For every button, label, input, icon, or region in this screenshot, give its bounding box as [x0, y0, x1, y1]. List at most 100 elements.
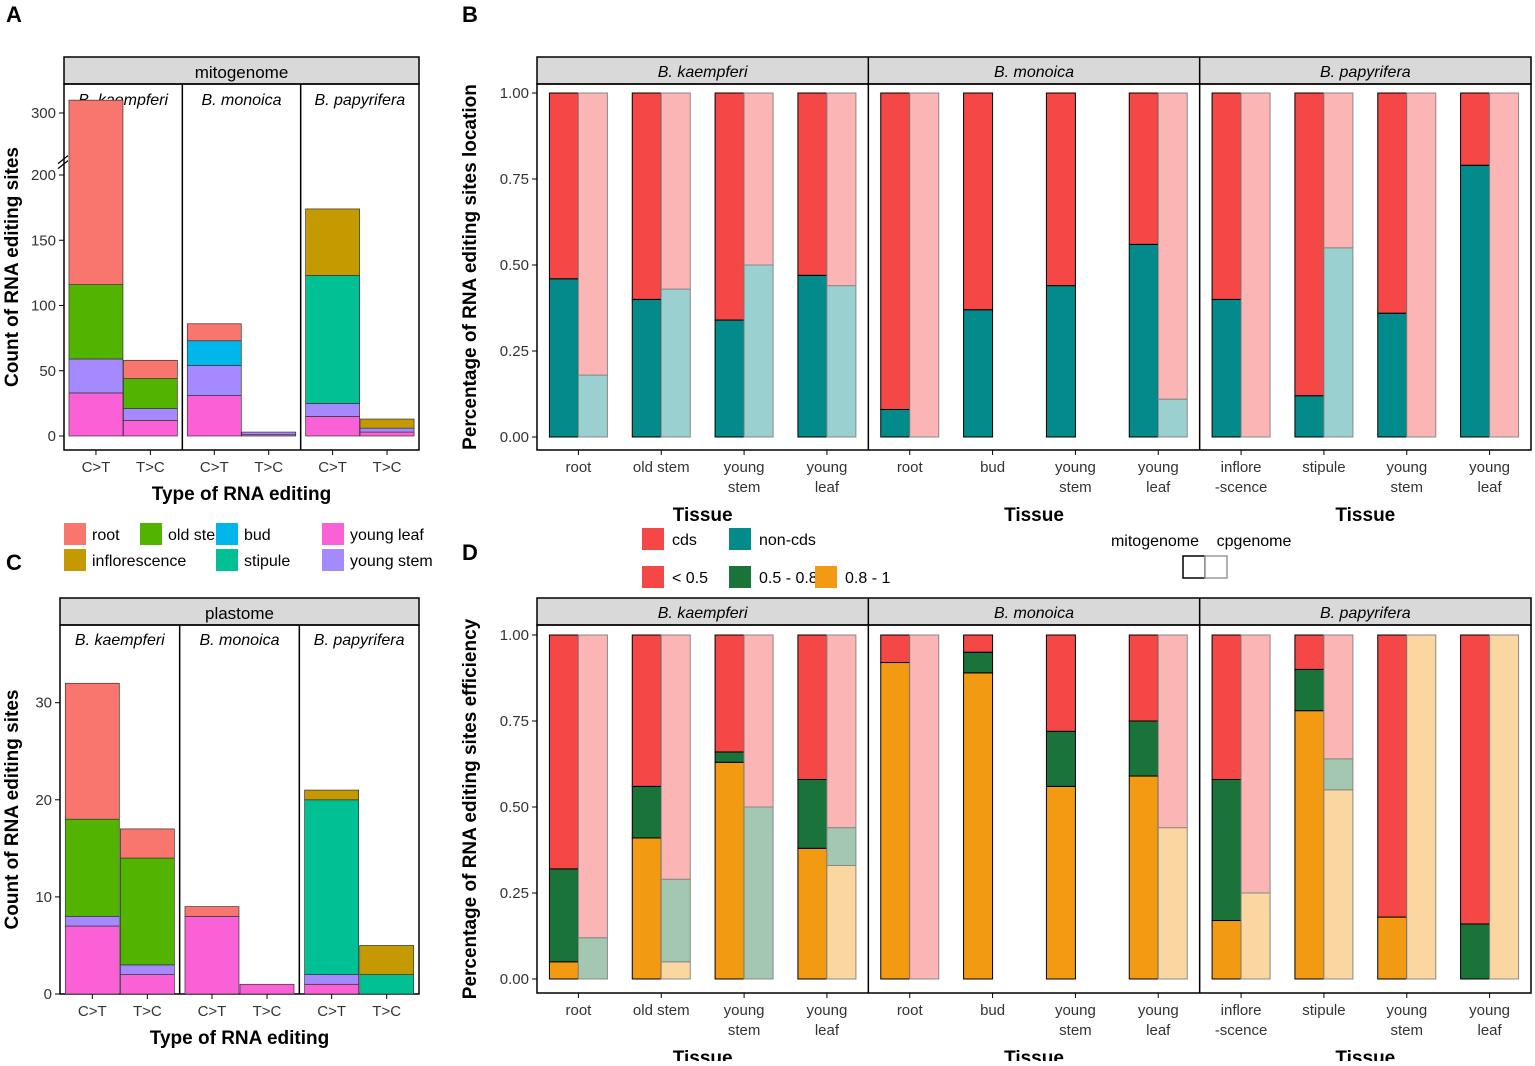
y-tick-label: 0.50	[500, 799, 529, 816]
legend-swatch-mitogenome	[1182, 555, 1206, 579]
panel-label-a: A	[6, 2, 22, 27]
bar-b-kaempferi-old-stem-cpgenome-non-cds	[660, 288, 691, 438]
x-tick-label: young	[806, 459, 847, 476]
bar-b-papyrifera-inflore-scence-cpgenome-0-5	[1240, 634, 1271, 894]
x-tick-label: stipule	[1302, 459, 1345, 476]
x-tick-label: -scence	[1215, 1022, 1268, 1039]
x-tick-label: stem	[1059, 1022, 1092, 1039]
bar-b-papyrifera-stipule-cpgenome-0-5	[1323, 634, 1354, 760]
bar-b-papyrifera-inflore-scence-cpgenome-0-8-1	[1240, 892, 1271, 980]
bar-b-papyrifera-young-stem-mitogenome-cds	[1377, 92, 1408, 314]
x-tick-label: young	[806, 1002, 847, 1019]
legend-label-cds: cds	[672, 532, 697, 549]
bar-b-monoica-root-cpgenome-0-5	[909, 634, 940, 980]
x-tick-label: old stem	[633, 459, 690, 476]
legend-swatch-young-leaf	[322, 523, 344, 545]
y-tick-label: 1.00	[500, 85, 529, 102]
bar-b-papyrifera-inflore-scence-mitogenome-non-cds	[1211, 298, 1242, 438]
bar-b-kaempferi-old-stem-cpgenome-0-8-1	[660, 961, 691, 980]
bar-b-papyrifera-t-c-young-leaf	[359, 431, 415, 437]
legend-label-bud: bud	[244, 527, 271, 544]
bar-b-papyrifera-young-leaf-mitogenome-0-5	[1460, 634, 1491, 925]
bar-b-kaempferi-c-t-root	[68, 99, 124, 285]
bar-b-kaempferi-t-c-root	[123, 359, 178, 379]
x-axis-title: Tissue	[673, 505, 733, 526]
legend-swatch-young-stem	[322, 549, 344, 571]
bar-b-kaempferi-young-leaf-mitogenome-0-8-1	[797, 847, 828, 980]
y-tick-label: 0	[48, 428, 56, 445]
facet-label-b-monoica: B. monoica	[199, 632, 279, 649]
bar-b-kaempferi-t-c-young-stem	[123, 408, 178, 421]
legend-label-inflorescence: inflorescence	[92, 553, 186, 570]
bar-b-kaempferi-young-stem-mitogenome-cds	[714, 92, 745, 321]
legend-swatch-cds	[642, 528, 664, 550]
bar-b-papyrifera-stipule-mitogenome-cds	[1294, 92, 1325, 397]
chart-b-location-percentage: B. kaempferi B. monoica B. papyrifera 0.00 0…	[460, 56, 1532, 526]
bar-b-kaempferi-c-t-old-stem	[68, 284, 124, 360]
x-tick-label: C>T	[318, 459, 347, 476]
bar-b-monoica-root-mitogenome-cds	[880, 92, 911, 410]
x-tick-label: stem	[728, 479, 761, 496]
bar-b-monoica-young-leaf-cpgenome-0-5	[1157, 634, 1188, 829]
legend-label-young-leaf: young leaf	[350, 527, 424, 544]
bar-b-kaempferi-young-leaf-cpgenome-0-5-0-8	[826, 827, 857, 866]
x-tick-label: bud	[980, 459, 1005, 476]
bar-b-monoica-young-stem-mitogenome-cds	[1045, 92, 1076, 287]
facet-label-b-papyrifera: B. papyrifera	[314, 632, 405, 649]
bar-b-kaempferi-t-c-old-stem	[123, 378, 178, 409]
x-tick-label: C>T	[200, 459, 229, 476]
bar-b-papyrifera-t-c-young-stem	[359, 427, 415, 433]
bar-b-papyrifera-young-stem-mitogenome-0-8-1	[1377, 916, 1408, 980]
bar-b-kaempferi-young-leaf-mitogenome-0-5-0-8	[797, 778, 828, 849]
bar-b-kaempferi-root-mitogenome-0-5	[548, 634, 579, 870]
bar-b-papyrifera-young-leaf-mitogenome-cds	[1460, 92, 1491, 166]
bar-b-kaempferi-old-stem-mitogenome-0-5-0-8	[631, 785, 662, 839]
bar-b-papyrifera-young-leaf-cpgenome-0-8-1	[1489, 634, 1520, 980]
legend-label-0-8-1: 0.8 - 1	[845, 570, 890, 587]
plot-frame	[536, 83, 1532, 451]
bar-b-monoica-bud-mitogenome-0-8-1	[963, 672, 994, 980]
x-tick-label: stem	[728, 1022, 761, 1039]
x-tick-label: stem	[1390, 1022, 1423, 1039]
chart-c-plastome-counts: plastome B. kaempferi B. monoica B. papyrif…	[2, 597, 420, 1049]
x-tick-label: stem	[1390, 479, 1423, 496]
x-axis-title: Type of RNA editing	[152, 484, 331, 505]
bar-b-monoica-young-leaf-mitogenome-0-5-0-8	[1128, 720, 1159, 777]
bar-b-kaempferi-young-stem-mitogenome-0-8-1	[714, 761, 745, 980]
bar-b-monoica-young-stem-mitogenome-non-cds	[1045, 285, 1076, 438]
axis-break-mark	[57, 160, 69, 170]
bar-b-papyrifera-c-t-young-leaf	[305, 416, 360, 437]
bar-b-monoica-root-mitogenome-non-cds	[880, 408, 911, 438]
bar-b-papyrifera-stipule-cpgenome-cds	[1323, 92, 1354, 249]
x-tick-label: young	[1138, 459, 1179, 476]
bar-b-papyrifera-inflore-scence-mitogenome-cds	[1211, 92, 1242, 300]
bar-b-kaempferi-root-mitogenome-0-5-0-8	[548, 868, 579, 963]
bar-b-kaempferi-t-c-young-leaf	[123, 419, 178, 437]
strip-facet-b-papyrifera: B. papyrifera	[1320, 64, 1411, 81]
bar-b-kaempferi-old-stem-cpgenome-cds	[660, 92, 691, 290]
facet-label-b-kaempferi: B. kaempferi	[75, 632, 165, 649]
x-axis-title: Tissue	[1004, 505, 1064, 526]
bar-b-papyrifera-young-stem-cpgenome-cds	[1406, 92, 1437, 438]
y-tick-label: 200	[31, 167, 56, 184]
bar-b-kaempferi-young-stem-cpgenome-cds	[743, 92, 774, 266]
y-tick-label: 0.75	[500, 713, 529, 730]
y-tick-label: 10	[35, 889, 52, 906]
bar-b-papyrifera-c-t-young-leaf	[304, 983, 359, 995]
strip-title: mitogenome	[195, 63, 289, 82]
panel-label-d: D	[462, 540, 478, 565]
bar-b-kaempferi-t-c-young-stem	[120, 964, 175, 975]
legend-swatch-non-cds	[729, 528, 751, 550]
strip-header	[59, 597, 420, 626]
strip-facet-b-kaempferi: B. kaempferi	[658, 64, 748, 81]
bar-b-monoica-c-t-bud	[186, 340, 242, 366]
x-tick-label: young	[724, 1002, 765, 1019]
x-axis-title: Tissue	[1004, 1048, 1064, 1061]
x-tick-label: T>C	[373, 459, 402, 476]
x-tick-label: root	[565, 1002, 592, 1019]
legend-swatch-bud	[216, 523, 238, 545]
x-tick-label: root	[897, 459, 924, 476]
bar-b-papyrifera-c-t-young-stem	[304, 974, 359, 985]
x-tick-label: C>T	[317, 1003, 346, 1020]
